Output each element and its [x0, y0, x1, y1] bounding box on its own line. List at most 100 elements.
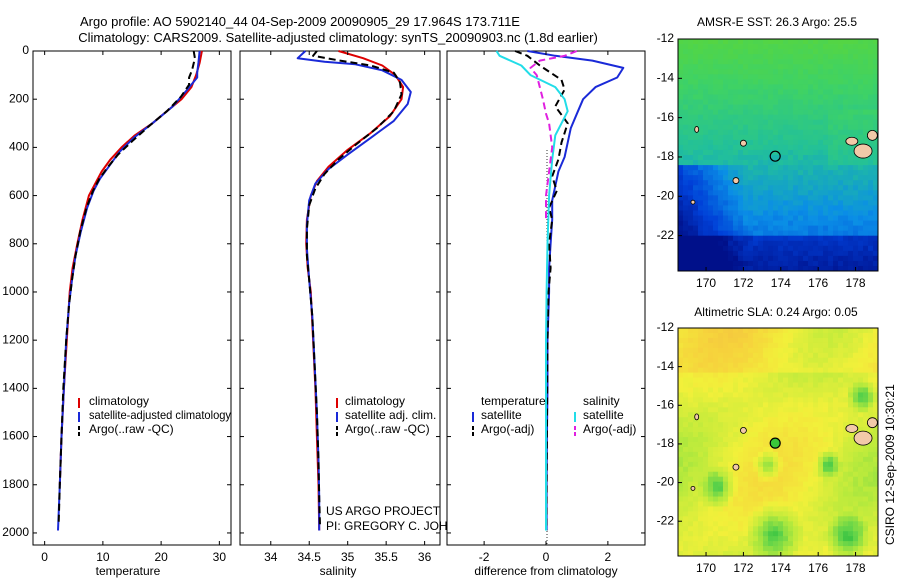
sla-map-cell	[778, 541, 784, 547]
sla-map-cell	[698, 427, 704, 433]
sla-map-cell	[768, 372, 774, 378]
sst-map-cell	[763, 190, 769, 196]
sst-map-cell	[743, 245, 749, 252]
sla-map-cell	[808, 526, 814, 532]
sla-map-cell	[753, 536, 759, 542]
sla-map-cell	[873, 362, 879, 369]
sst-map-cell	[838, 69, 844, 75]
sla-map-cell	[843, 372, 849, 378]
sst-map-cell	[843, 94, 849, 100]
sst-map-cell	[713, 134, 719, 141]
sla-map-cell	[768, 481, 774, 488]
sla-map-cell	[823, 551, 829, 557]
sst-map-cell	[773, 104, 779, 111]
sst-map-cell	[793, 155, 799, 161]
sst-map-cell	[728, 225, 734, 232]
sla-map-cell	[783, 422, 789, 428]
sst-map-cell	[788, 144, 794, 151]
sla-map-cell	[688, 456, 694, 463]
sst-map-cell	[718, 170, 724, 176]
sst-map-cell	[693, 200, 699, 206]
sst-map-cell	[808, 129, 814, 136]
sst-map-cell	[688, 250, 694, 257]
sla-map-cell	[753, 501, 759, 507]
sst-map-cell	[728, 144, 734, 151]
sst-map-cell	[713, 195, 719, 201]
sla-map-cell	[808, 481, 814, 488]
sst-map-cell	[728, 155, 734, 161]
sla-map-cell	[823, 541, 829, 547]
sst-map-cell	[748, 265, 754, 272]
sla-map-cell	[803, 347, 809, 354]
sla-map-cell	[728, 451, 734, 458]
sla-map-cell	[718, 437, 724, 443]
sst-map-cell	[743, 74, 749, 80]
sst-map-cell	[748, 149, 754, 156]
sla-map-cell	[693, 551, 699, 557]
sla-map-cell	[753, 352, 759, 359]
sla-map-cell	[803, 541, 809, 547]
sla-map-cell	[778, 546, 784, 552]
sla-map-cell	[703, 397, 709, 403]
sla-map-cell	[873, 412, 879, 418]
sst-map-cell	[858, 139, 864, 146]
sst-map-island	[732, 177, 740, 184]
sst-map-cell	[853, 165, 859, 171]
sst-map-cell	[713, 119, 719, 126]
sst-map-cell	[693, 149, 699, 156]
sst-map-cell	[838, 129, 844, 136]
sst-map-cell	[793, 94, 799, 100]
sla-map-cell	[778, 481, 784, 488]
sst-map-cell	[798, 39, 804, 45]
sst-map-cell	[828, 64, 834, 70]
sst-map-cell	[723, 180, 729, 186]
sst-map-cell	[838, 245, 844, 252]
sla-map-cell	[803, 337, 809, 344]
sla-map-cell	[688, 427, 694, 433]
sst-map-cell	[753, 255, 759, 262]
sla-map-cell	[763, 372, 769, 378]
sla-map-cell	[808, 442, 814, 448]
sla-map-cell	[783, 511, 789, 517]
sla-map-cell	[758, 407, 764, 413]
sla-map-cell	[733, 397, 739, 403]
sst-map-cell	[863, 160, 869, 166]
sst-map-cell	[823, 134, 829, 141]
sla-map-cell	[713, 471, 719, 478]
sst-map-cell	[718, 235, 724, 242]
sst-map-cell	[868, 44, 874, 50]
sla-map-cell	[798, 427, 804, 433]
sla-map-cell	[863, 491, 869, 497]
sla-map-cell	[713, 481, 719, 488]
sst-map-cell	[738, 99, 744, 105]
sla-map-cell	[813, 397, 819, 403]
sla-map-cell	[773, 551, 779, 557]
sla-map-cell	[748, 536, 754, 542]
sla-map-cell	[803, 427, 809, 433]
sst-map-cell	[693, 225, 699, 232]
sst-map-cell	[708, 94, 714, 100]
sla-map-cell	[678, 328, 684, 334]
sla-map-ytick-label: -22	[657, 513, 675, 527]
sla-map-cell	[683, 422, 689, 428]
sla-map-cell	[813, 466, 819, 473]
sla-map-cell	[808, 521, 814, 527]
sst-map-cell	[778, 200, 784, 206]
sst-map-cell	[753, 210, 759, 216]
sla-map-cell	[738, 506, 744, 512]
sst-map-cell	[743, 200, 749, 206]
sla-map-cell	[823, 362, 829, 369]
sst-map-cell	[858, 160, 864, 166]
sst-map-cell	[763, 39, 769, 45]
sst-map-cell	[713, 114, 719, 121]
sla-map-cell	[718, 511, 724, 517]
sla-map-cell	[783, 466, 789, 473]
sla-map-cell	[828, 551, 834, 557]
temperature-ytick-label: 600	[9, 188, 29, 202]
sst-map-cell	[798, 210, 804, 216]
sla-map-cell	[738, 536, 744, 542]
sst-map-cell	[753, 134, 759, 141]
sst-map-cell	[778, 129, 784, 136]
sst-map-cell	[773, 64, 779, 70]
sst-map-cell	[823, 260, 829, 267]
